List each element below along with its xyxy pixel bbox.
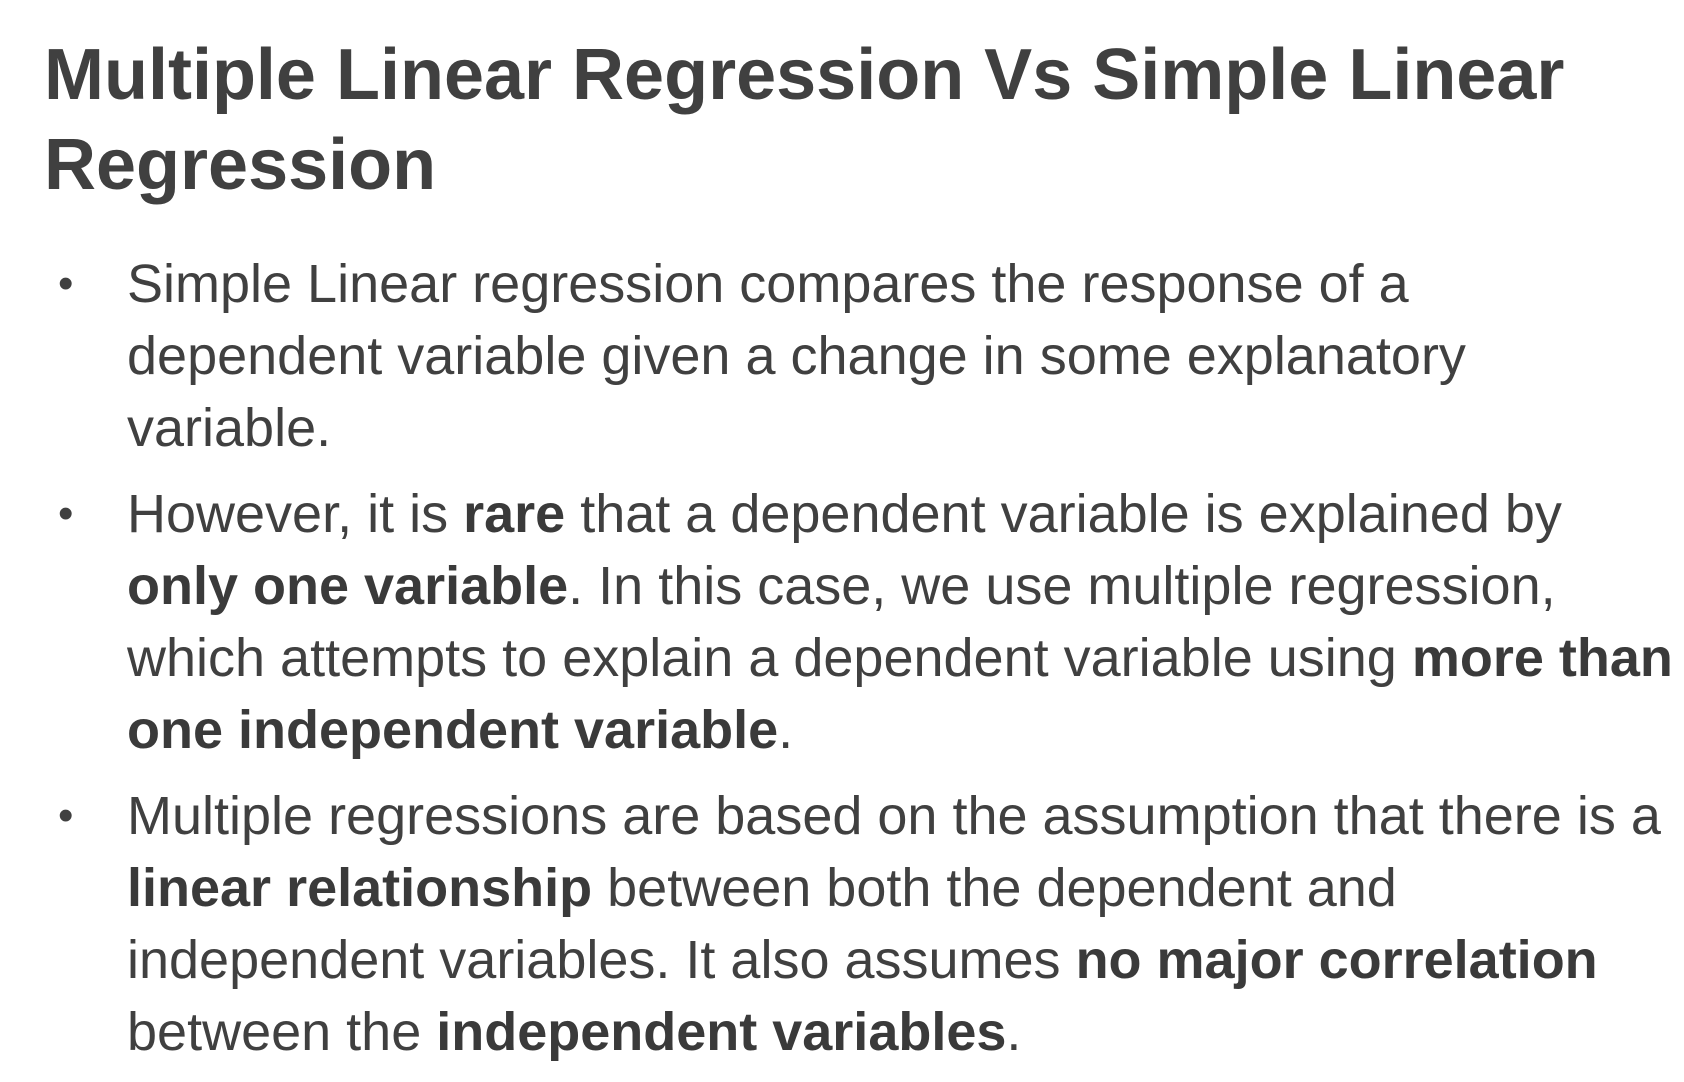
bullet-text: Multiple regressions are based on the as… bbox=[127, 786, 1661, 1062]
bullet-icon: • bbox=[58, 259, 74, 308]
emphasis-rare: rare bbox=[463, 484, 566, 544]
bullet-item-assumptions: • Multiple regressions are based on the … bbox=[0, 780, 1684, 1068]
text-segment: between both the dependent and independe… bbox=[127, 858, 1397, 990]
bullet-item-multiple-regression: • However, it is rare that a dependent v… bbox=[0, 478, 1684, 766]
text-segment: Simple Linear regression compares the re… bbox=[127, 254, 1466, 458]
text-segment: . bbox=[778, 700, 794, 760]
text-segment: that a dependent variable is explained b… bbox=[565, 484, 1562, 544]
bullet-icon: • bbox=[58, 489, 74, 538]
text-segment: . In this case, we use multiple regressi… bbox=[127, 556, 1556, 688]
emphasis-independent-variables: independent variables bbox=[436, 1002, 1007, 1062]
emphasis-linear-relationship: linear relationship bbox=[127, 858, 593, 918]
bullet-list: • Simple Linear regression compares the … bbox=[0, 248, 1684, 1082]
slide-title: Multiple Linear Regression Vs Simple Lin… bbox=[44, 35, 1565, 205]
bullet-icon: • bbox=[58, 791, 74, 840]
text-segment: between the bbox=[127, 1002, 437, 1062]
text-segment: Multiple regressions are based on the as… bbox=[127, 786, 1661, 846]
bullet-text: Simple Linear regression compares the re… bbox=[127, 254, 1466, 458]
text-segment: However, it is bbox=[127, 484, 464, 544]
emphasis-more-than-one-independent-variable: more than one independent variable bbox=[127, 628, 1673, 760]
bullet-text: However, it is rare that a dependent var… bbox=[127, 484, 1673, 760]
emphasis-only-one-variable: only one variable bbox=[127, 556, 569, 616]
bullet-item-simple-regression: • Simple Linear regression compares the … bbox=[0, 248, 1684, 464]
text-segment: . bbox=[1006, 1002, 1022, 1062]
emphasis-no-major-correlation: no major correlation bbox=[1075, 930, 1598, 990]
